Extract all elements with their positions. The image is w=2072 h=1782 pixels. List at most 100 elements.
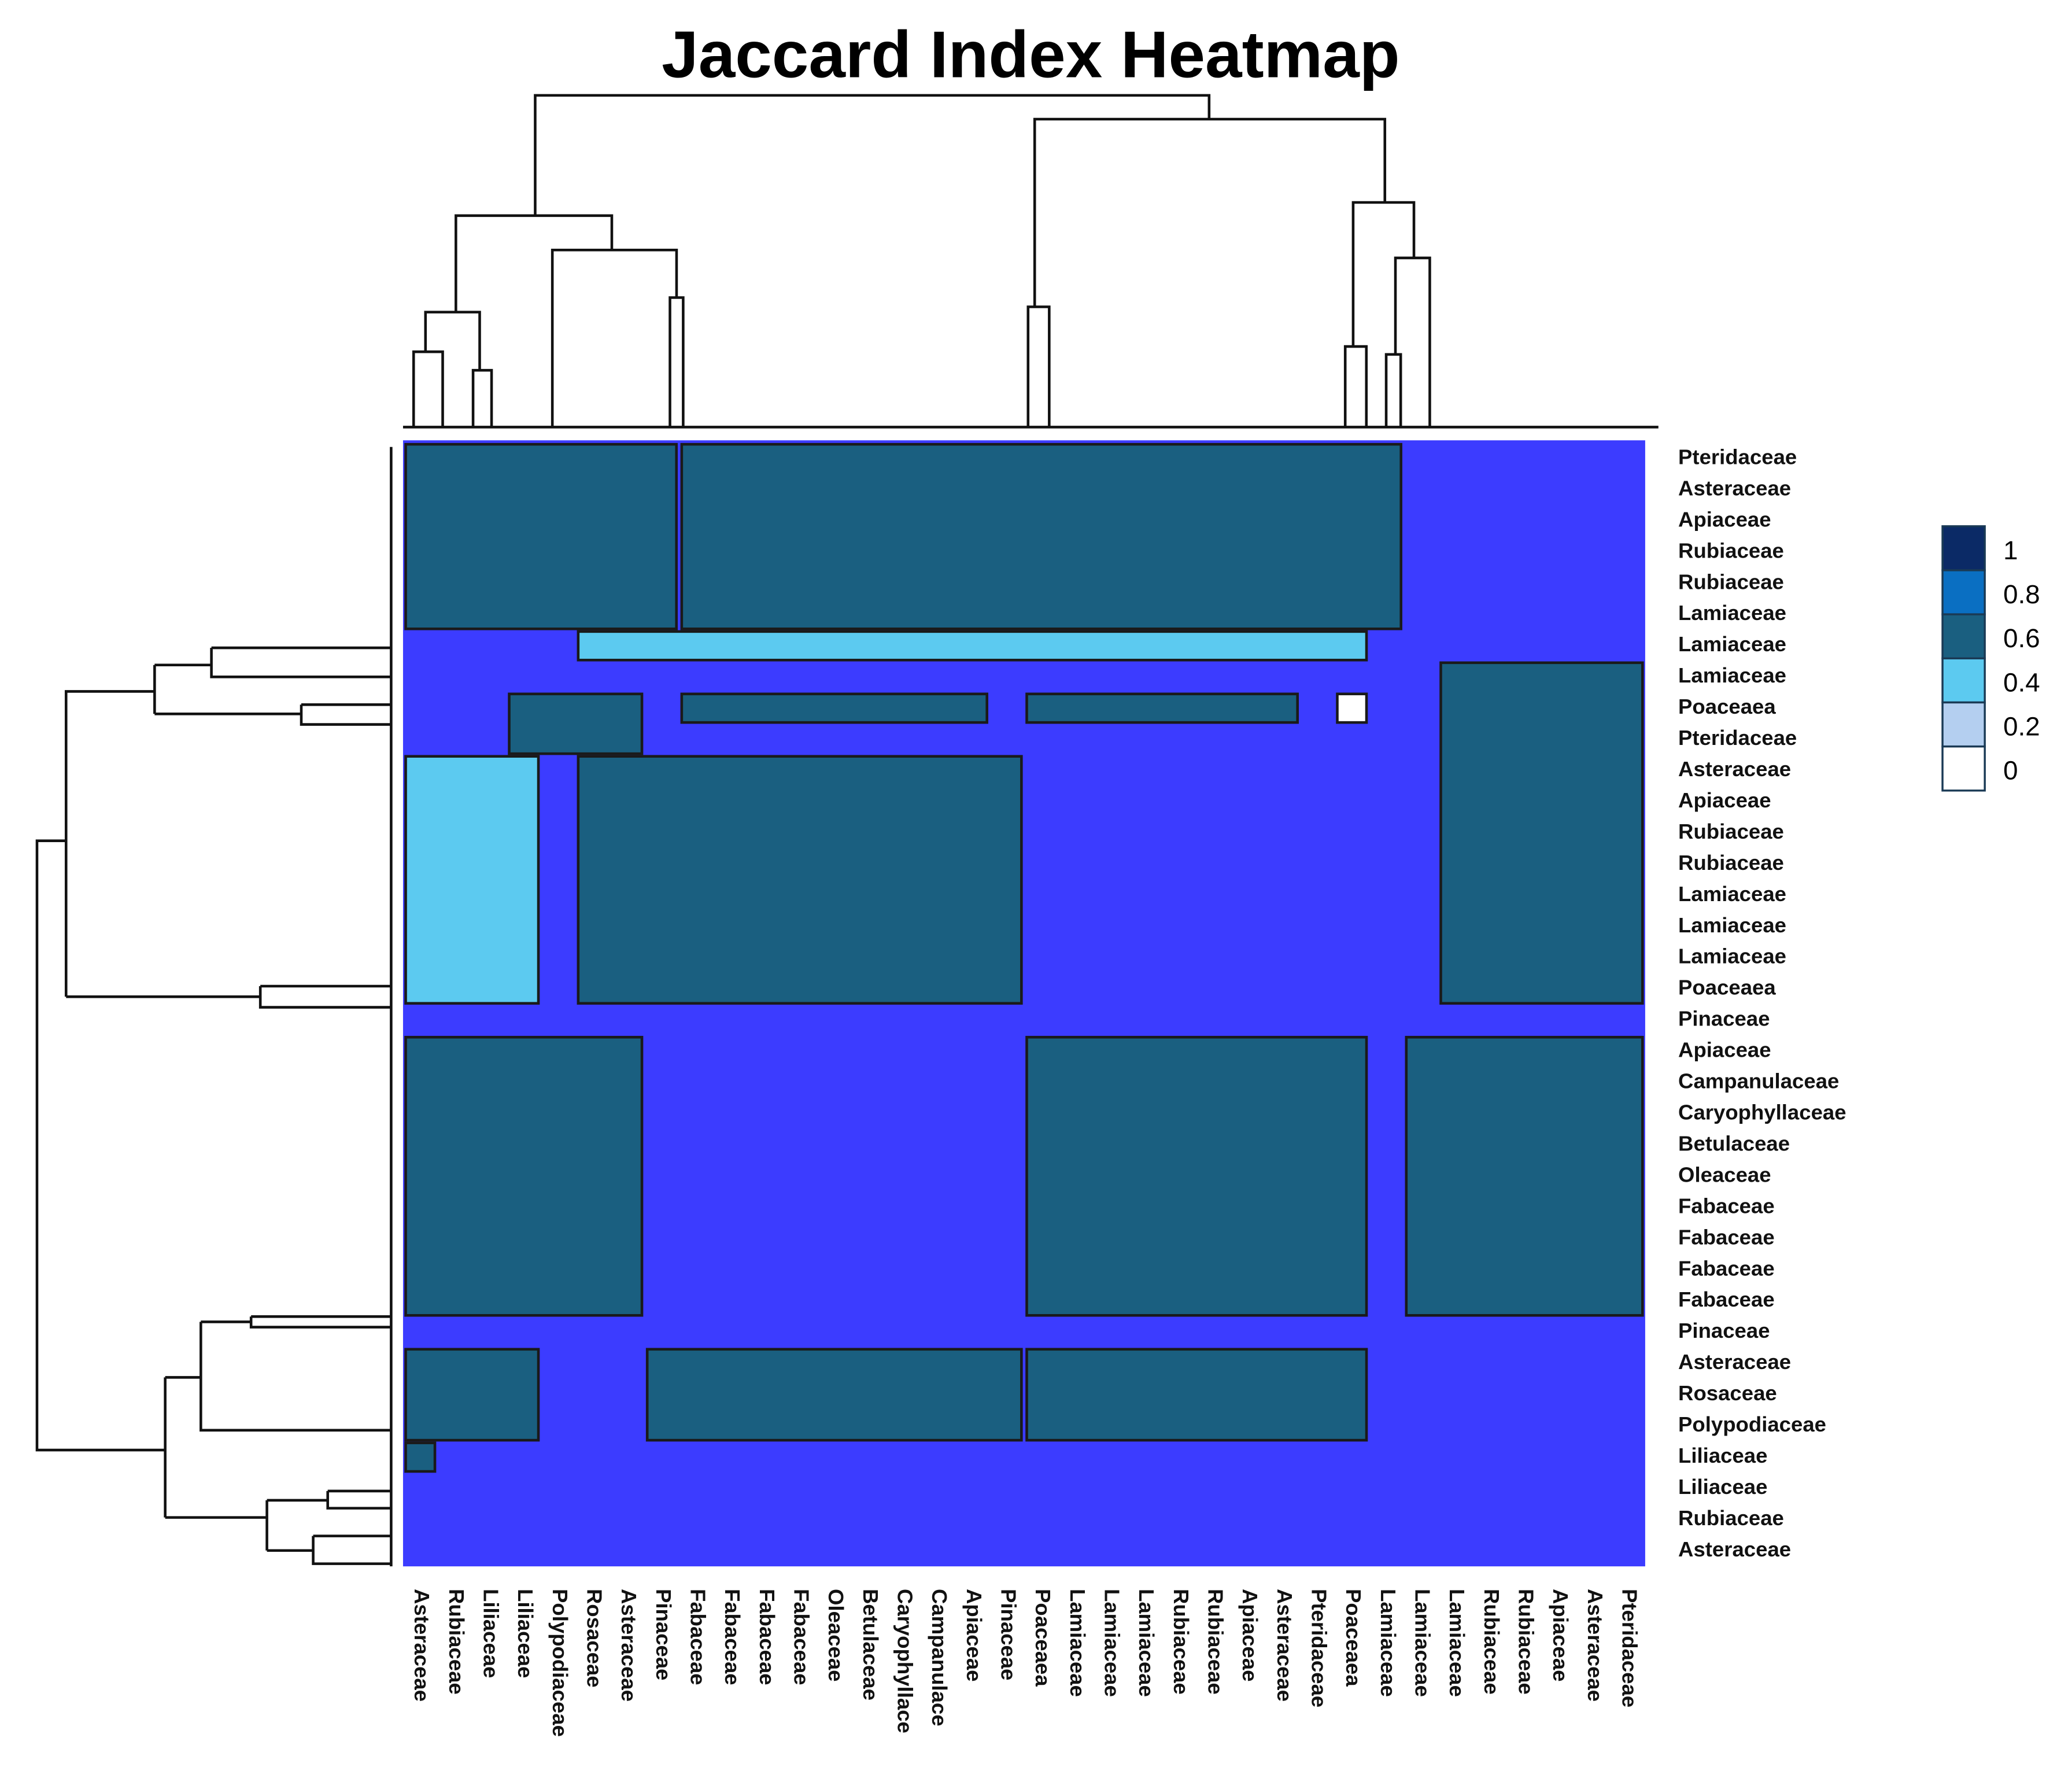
row-label: Rubiaceae xyxy=(1678,538,1784,562)
row-label: Lamiaceae xyxy=(1678,945,1786,968)
heatmap-block xyxy=(1025,692,1299,724)
column-label: Pinaceae xyxy=(996,1589,1020,1680)
row-label: Rosaceae xyxy=(1678,1381,1777,1405)
heatmap-block xyxy=(1025,1035,1368,1317)
column-label: Asteraceae xyxy=(1273,1589,1297,1702)
row-label: Asteraceae xyxy=(1678,476,1791,500)
heatmap-block xyxy=(1439,661,1644,1005)
column-label: Liliaceae xyxy=(479,1589,503,1678)
legend-label: 0.8 xyxy=(2003,580,2040,609)
row-label: Apiaceae xyxy=(1678,788,1771,812)
row-label: Asteraceae xyxy=(1678,1350,1791,1374)
row-label: Lamiaceae xyxy=(1678,913,1786,937)
row-label: Asteraceae xyxy=(1678,757,1791,781)
column-label: Asteraceae xyxy=(1583,1589,1607,1702)
column-label: Betulaceae xyxy=(859,1589,882,1700)
column-label: Lamiaceae xyxy=(1376,1589,1400,1697)
row-label: Rubiaceae xyxy=(1678,570,1784,593)
column-label: Rubiaceae xyxy=(1203,1589,1227,1695)
row-label: Rubiaceae xyxy=(1678,1506,1784,1530)
column-label: Lamiaceae xyxy=(1135,1589,1158,1697)
heatmap-block xyxy=(1336,692,1368,724)
column-label: Fabaceae xyxy=(686,1589,710,1685)
column-label: Pteridaceae xyxy=(1307,1589,1331,1707)
heatmap-block xyxy=(1025,1348,1368,1442)
row-label: Pteridaceae xyxy=(1678,445,1797,468)
column-label: Liliaceae xyxy=(514,1589,537,1678)
column-label: Caryophyllace xyxy=(893,1589,917,1733)
heatmap-block xyxy=(645,1348,1023,1442)
legend-swatch xyxy=(1941,657,1986,704)
row-label: Apiaceae xyxy=(1678,507,1771,531)
row-label: Campanulaceae xyxy=(1678,1069,1839,1093)
row-label: Rubiaceae xyxy=(1678,851,1784,875)
heatmap-block xyxy=(508,692,644,755)
legend-label: 0.4 xyxy=(2003,667,2040,697)
legend-label: 0.2 xyxy=(2003,712,2040,741)
row-label: Oleaceae xyxy=(1678,1163,1771,1186)
row-label: Lamiaceae xyxy=(1678,882,1786,906)
heatmap-block xyxy=(680,442,1402,630)
column-label: Fabaceae xyxy=(755,1589,779,1685)
legend-label: 0.6 xyxy=(2003,623,2040,653)
column-label: Apiaceae xyxy=(962,1589,986,1682)
column-label: Poaceaea xyxy=(1031,1589,1055,1687)
row-label: Lamiaceae xyxy=(1678,632,1786,656)
row-label: Liliaceae xyxy=(1678,1444,1767,1467)
column-label: Rubiaceae xyxy=(1514,1589,1538,1695)
column-dendrogram xyxy=(402,94,1659,429)
row-label: Rubiaceae xyxy=(1678,820,1784,843)
row-label: Fabaceae xyxy=(1678,1256,1775,1280)
row-label: Fabaceae xyxy=(1678,1287,1775,1311)
column-label: Asteraceae xyxy=(410,1589,434,1702)
row-label: Pinaceae xyxy=(1678,1007,1770,1031)
row-label: Poaceaea xyxy=(1678,976,1776,999)
row-label: Poaceaea xyxy=(1678,695,1776,718)
legend-swatch xyxy=(1941,701,1986,748)
column-label: Poaceaea xyxy=(1342,1589,1365,1687)
row-label: Caryophyllaceae xyxy=(1678,1101,1846,1124)
heatmap-block xyxy=(404,1035,644,1317)
chart-title: Jaccard Index Heatmap xyxy=(662,18,1399,91)
column-label: Oleaceae xyxy=(824,1589,848,1682)
column-label: Apiaceae xyxy=(1238,1589,1262,1682)
row-label: Lamiaceae xyxy=(1678,663,1786,687)
heatmap-block xyxy=(404,442,678,630)
column-label: Lamiaceae xyxy=(1066,1589,1089,1697)
legend-swatch xyxy=(1941,613,1986,660)
column-label: Fabaceae xyxy=(721,1589,744,1685)
legend-swatch xyxy=(1941,525,1986,571)
column-label: Lamiaceae xyxy=(1410,1589,1434,1697)
heatmap-block xyxy=(577,630,1368,662)
row-label: Betulaceae xyxy=(1678,1131,1790,1155)
row-label: Fabaceae xyxy=(1678,1225,1775,1249)
row-label: Apiaceae xyxy=(1678,1038,1771,1062)
column-label: Asteraceae xyxy=(617,1589,641,1702)
column-label: Campanulace xyxy=(928,1589,951,1726)
heatmap-block xyxy=(404,1348,540,1442)
row-label: Pteridaceae xyxy=(1678,726,1797,750)
legend-swatch xyxy=(1941,569,1986,615)
legend-label: 1 xyxy=(2003,536,2018,565)
heatmap-block xyxy=(404,755,540,1005)
column-label: Apiaceae xyxy=(1549,1589,1572,1682)
row-dendrogram xyxy=(35,447,393,1567)
column-label: Rosaceae xyxy=(582,1589,606,1688)
column-label: Lamiaceae xyxy=(1445,1589,1469,1697)
heatmap-block xyxy=(577,755,1023,1005)
legend-swatch xyxy=(1941,745,1986,792)
row-label: Lamiaceae xyxy=(1678,601,1786,625)
heatmap-block xyxy=(404,1441,437,1473)
row-label: Fabaceae xyxy=(1678,1194,1775,1217)
row-label: Liliaceae xyxy=(1678,1475,1767,1499)
column-label: Rubiaceae xyxy=(445,1589,468,1695)
column-label: Fabaceae xyxy=(789,1589,813,1685)
row-label: Polypodiaceae xyxy=(1678,1412,1826,1436)
column-label: Polypodiaceae xyxy=(548,1589,572,1737)
row-label: Pinaceae xyxy=(1678,1319,1770,1342)
column-label: Rubiaceae xyxy=(1169,1589,1193,1695)
column-label: Pinaceae xyxy=(652,1589,675,1680)
legend-label: 0 xyxy=(2003,756,2018,785)
